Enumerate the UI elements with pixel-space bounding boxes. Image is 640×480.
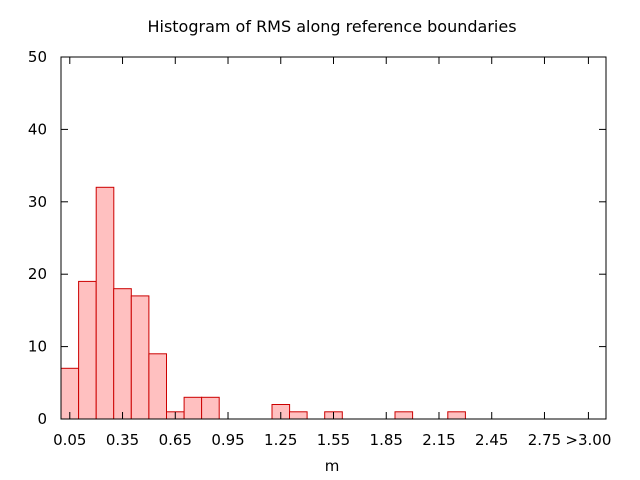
histogram-bar-0	[60, 367, 80, 420]
x-tick-label: 1.55	[317, 431, 350, 449]
x-tick-label: 0.05	[53, 431, 86, 449]
histogram-bar-1	[78, 280, 97, 420]
y-axis: 0 10 20 30 40 50	[28, 48, 606, 428]
x-tick-label: 2.15	[422, 431, 455, 449]
y-tick-label: 30	[28, 193, 47, 211]
y-tick-label: 10	[28, 338, 47, 356]
x-axis: 0.05 0.35 0.65 0.95 1.25 1.55 1.85 2.15 2.45 2.75…	[53, 57, 611, 449]
histogram-bar-2	[95, 186, 115, 420]
histogram-bar-7	[183, 396, 203, 420]
y-tick-label: 20	[28, 265, 47, 283]
chart-title: Histogram of RMS along reference boundar…	[147, 17, 516, 36]
histogram-bar-3	[113, 288, 132, 420]
x-tick-label: 1.25	[264, 431, 297, 449]
x-tick-label: 0.35	[106, 431, 139, 449]
histogram-bar-8	[201, 396, 220, 420]
x-tick-label: 0.95	[211, 431, 244, 449]
x-axis-label: m	[325, 457, 340, 475]
histogram-bar-4	[130, 295, 150, 420]
histogram-bar-12	[394, 411, 414, 420]
bars-group	[60, 186, 466, 420]
y-tick-label: 50	[28, 48, 47, 66]
x-tick-label: 2.45	[475, 431, 508, 449]
x-tick-label: 2.75	[528, 431, 561, 449]
y-tick-label: 0	[37, 410, 47, 428]
x-tick-label: >3.00	[565, 431, 611, 449]
histogram-bar-5	[148, 353, 167, 420]
x-tick-label: 1.85	[370, 431, 403, 449]
histogram-bar-10	[289, 411, 308, 420]
histogram-bar-13	[447, 411, 466, 420]
y-tick-label: 40	[28, 120, 47, 138]
x-tick-label: 0.65	[159, 431, 192, 449]
